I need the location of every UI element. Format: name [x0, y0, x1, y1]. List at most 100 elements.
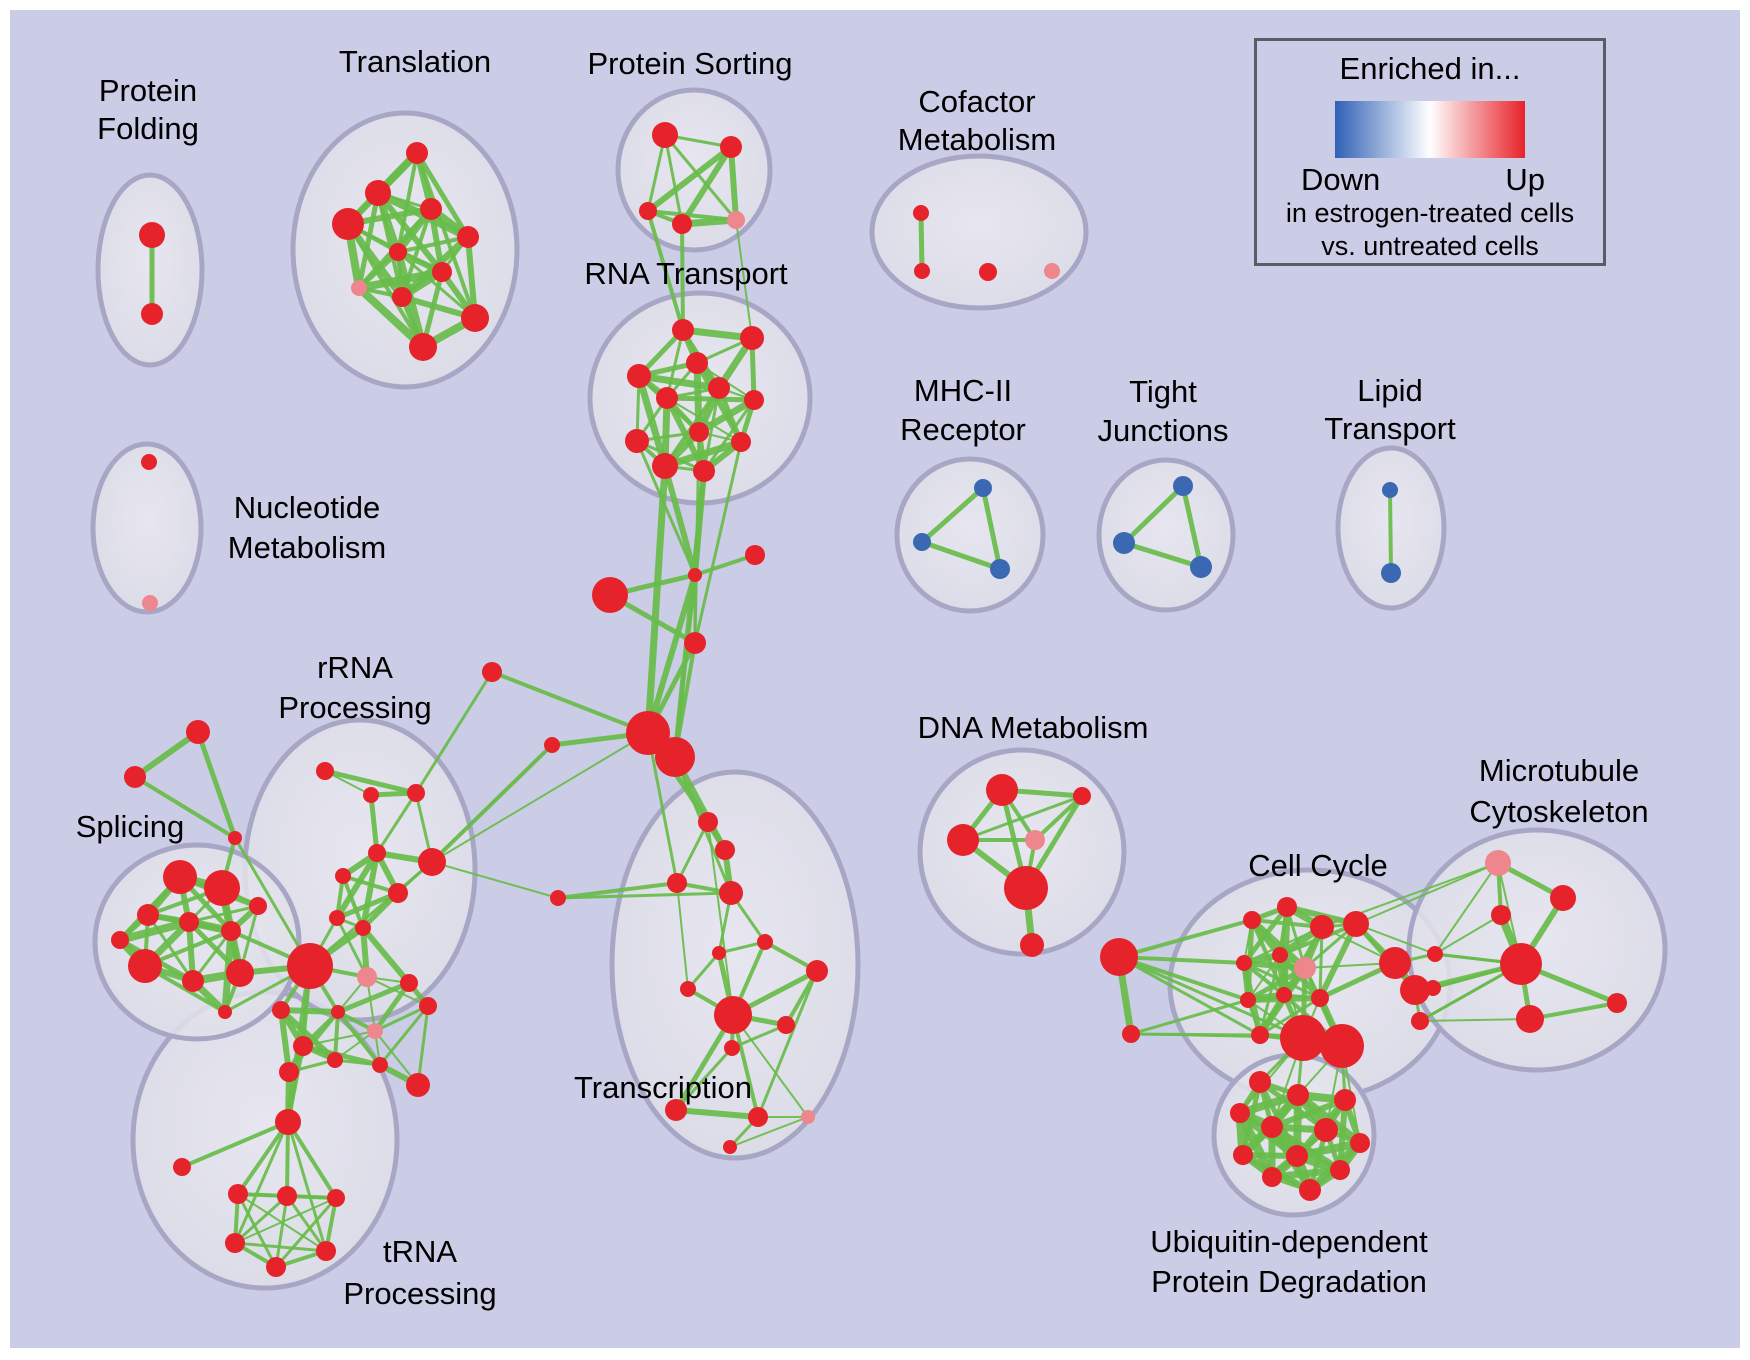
- gene-set-node-red: [1400, 975, 1430, 1005]
- edge-rrna-processing: [336, 1010, 382, 1067]
- gene-set-node-red: [1314, 1118, 1338, 1142]
- edge-cell-cycle: [1117, 955, 1305, 1040]
- edge-dna-metabolism: [961, 794, 1084, 842]
- legend-subtitle-line2: vs. untreated cells: [1321, 231, 1539, 261]
- cluster-label-rrna-processing: Processing: [278, 690, 431, 725]
- gene-set-node-red: [684, 632, 706, 654]
- edge-cell-cycle: [1278, 922, 1358, 957]
- layer-nodes: [111, 122, 1627, 1277]
- edge-protein-sorting: [663, 133, 738, 222]
- edge-intercluster: [735, 219, 753, 339]
- gene-set-node-red: [1425, 980, 1441, 996]
- gene-set-node-red: [432, 262, 452, 282]
- gene-set-node-red: [1020, 933, 1044, 957]
- gene-set-node-red: [1261, 1116, 1283, 1138]
- edge-rrna-processing: [360, 850, 380, 931]
- edge-trna-processing: [285, 1194, 328, 1253]
- edge-intercluster: [672, 468, 707, 760]
- gene-set-node-red: [1286, 1145, 1308, 1167]
- gene-set-node-red: [137, 904, 159, 926]
- cluster-label-trna-processing: Processing: [343, 1276, 496, 1311]
- edge-splicing-outliers: [132, 729, 201, 780]
- edge-rrna-processing: [302, 1030, 376, 1047]
- edge-rrna-processing: [334, 890, 401, 921]
- gene-set-node-red: [625, 429, 649, 453]
- gene-set-node-red: [163, 860, 197, 894]
- gene-set-node-red: [1350, 1133, 1370, 1153]
- gene-set-node-red: [1276, 987, 1292, 1003]
- cluster-ellipse-nucleotide-metabolism: [90, 441, 204, 615]
- gene-set-node-red: [1491, 905, 1511, 925]
- legend-gradient-bar: [1335, 101, 1525, 158]
- edge-splicing-outliers: [133, 775, 237, 840]
- gene-set-node-red: [128, 949, 162, 983]
- edge-transcription: [675, 820, 710, 885]
- edge-translation: [355, 284, 427, 351]
- edge-cell-cycle: [1241, 904, 1290, 966]
- edge-cell-cycle: [1117, 918, 1254, 959]
- gene-set-node-red: [277, 1186, 297, 1206]
- gene-set-node-red: [418, 848, 446, 876]
- gene-set-node-red: [389, 243, 407, 261]
- legend-down-label: Down: [1301, 162, 1381, 197]
- edge-splicing: [116, 918, 193, 944]
- edge-rrna-processing: [335, 980, 412, 1015]
- gene-set-node-red: [1233, 1145, 1253, 1165]
- gene-set-node-red: [182, 970, 204, 992]
- edge-rrna-processing: [373, 1004, 430, 1033]
- cluster-label-tight-junctions: Junctions: [1098, 413, 1229, 448]
- gene-set-node-red: [1287, 1084, 1309, 1106]
- edge-tight-junctions: [1121, 483, 1186, 546]
- edge-translation: [396, 235, 470, 254]
- gene-set-node-red: [652, 122, 678, 148]
- gene-set-node-red: [806, 960, 828, 982]
- cluster-label-cofactor-metabolism: Cofactor: [918, 84, 1035, 119]
- gene-set-node-red: [1311, 989, 1329, 1007]
- legend-subtitle-line1: in estrogen-treated cells: [1285, 198, 1575, 228]
- gene-set-node-blue: [990, 559, 1010, 579]
- gene-set-node-pink: [1044, 263, 1060, 279]
- gene-set-node-pink: [367, 1023, 383, 1039]
- gene-set-node-red: [688, 568, 702, 582]
- edge-intercluster: [646, 209, 685, 332]
- gene-set-node-red: [592, 577, 628, 613]
- gene-set-node-red: [275, 1109, 301, 1135]
- gene-set-node-red: [392, 287, 412, 307]
- edge-rrna-processing: [334, 850, 380, 921]
- gene-set-node-red: [179, 912, 199, 932]
- gene-set-node-red: [748, 1107, 768, 1127]
- cluster-label-ubiquitin-degradation: Ubiquitin-dependent: [1150, 1224, 1428, 1259]
- cluster-label-cofactor-metabolism: Metabolism: [898, 122, 1057, 157]
- edge-rrna-processing: [372, 980, 412, 1034]
- edge-intercluster: [662, 463, 698, 578]
- edge-rrna-processing: [278, 1007, 292, 1075]
- edge-intercluster: [431, 732, 649, 863]
- edge-tight-junctions: [1180, 483, 1204, 570]
- gene-set-node-blue: [913, 533, 931, 551]
- cluster-label-protein-sorting: Protein Sorting: [587, 46, 792, 81]
- gene-set-node-red: [1240, 992, 1256, 1008]
- edge-trna-processing: [233, 1120, 290, 1245]
- gene-set-node-blue: [1113, 532, 1135, 554]
- gene-set-node-blue: [974, 479, 992, 497]
- gene-set-node-red: [1427, 946, 1443, 962]
- gene-set-node-red: [407, 784, 425, 802]
- gene-set-node-red: [1280, 1015, 1326, 1061]
- gene-set-node-red: [714, 996, 752, 1034]
- cluster-label-nucleotide-metabolism: Metabolism: [228, 530, 387, 565]
- gene-set-node-red: [693, 460, 715, 482]
- cluster-label-nucleotide-metabolism: Nucleotide: [234, 490, 380, 525]
- gene-set-node-red: [712, 946, 726, 960]
- edge-transcription: [673, 1107, 761, 1120]
- edge-mhc-ii-receptor: [919, 485, 986, 545]
- gene-set-node-pink: [351, 280, 367, 296]
- edge-transcription: [556, 881, 679, 900]
- gene-set-node-red: [173, 1158, 191, 1176]
- edge-trna-processing: [286, 1120, 338, 1200]
- edge-rrna-processing: [368, 792, 380, 856]
- gene-set-node-red: [731, 432, 751, 452]
- gene-set-node-red: [686, 352, 708, 374]
- gene-set-node-red: [482, 662, 502, 682]
- gene-set-node-red: [1379, 947, 1411, 979]
